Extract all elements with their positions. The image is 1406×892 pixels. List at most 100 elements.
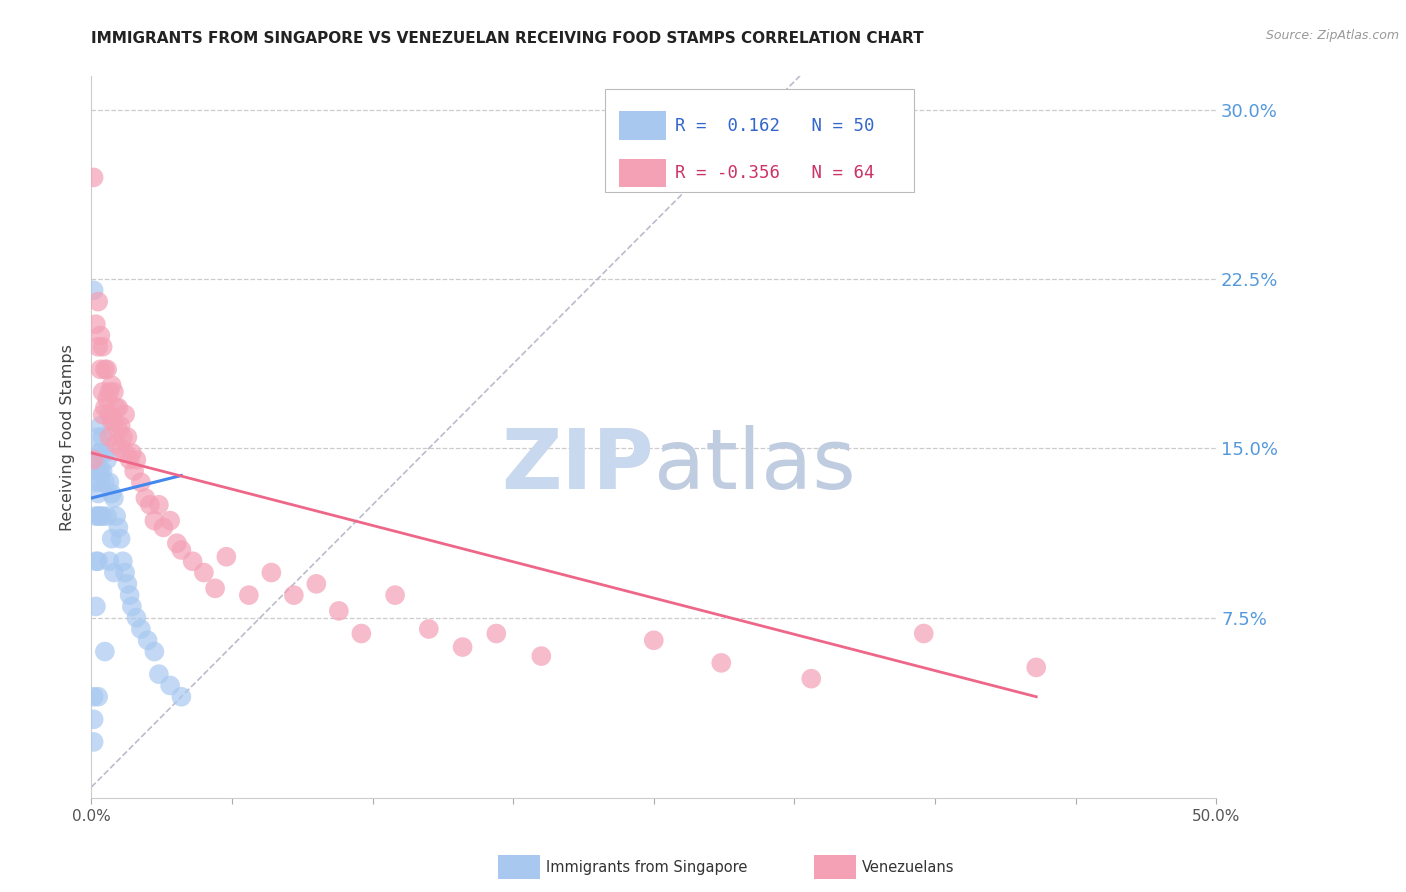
Point bbox=[238, 588, 260, 602]
Point bbox=[159, 678, 181, 692]
Point bbox=[96, 392, 118, 406]
Point bbox=[89, 509, 111, 524]
Point bbox=[87, 294, 110, 309]
Point bbox=[283, 588, 305, 602]
Point bbox=[122, 464, 145, 478]
Point bbox=[100, 378, 122, 392]
Point bbox=[152, 520, 174, 534]
Point bbox=[107, 520, 129, 534]
Point bbox=[136, 633, 159, 648]
Point bbox=[121, 446, 143, 460]
Point bbox=[83, 283, 105, 297]
Point bbox=[94, 475, 117, 490]
Point bbox=[1025, 660, 1047, 674]
Text: Venezuelans: Venezuelans bbox=[862, 860, 955, 874]
Point bbox=[98, 408, 121, 422]
Point bbox=[305, 577, 328, 591]
Point bbox=[103, 566, 125, 580]
Text: IMMIGRANTS FROM SINGAPORE VS VENEZUELAN RECEIVING FOOD STAMPS CORRELATION CHART: IMMIGRANTS FROM SINGAPORE VS VENEZUELAN … bbox=[91, 31, 924, 46]
Point bbox=[110, 442, 132, 456]
Point bbox=[83, 712, 105, 726]
Text: Immigrants from Singapore: Immigrants from Singapore bbox=[546, 860, 747, 874]
Point bbox=[451, 640, 474, 654]
Text: R = -0.356   N = 64: R = -0.356 N = 64 bbox=[675, 164, 875, 182]
Point bbox=[103, 384, 125, 399]
Text: R =  0.162   N = 50: R = 0.162 N = 50 bbox=[675, 117, 875, 135]
Text: atlas: atlas bbox=[654, 425, 855, 507]
Point bbox=[94, 446, 117, 460]
Point bbox=[117, 430, 139, 444]
Point bbox=[91, 340, 114, 354]
Point bbox=[103, 491, 125, 505]
Point bbox=[148, 667, 170, 681]
Point bbox=[84, 599, 107, 614]
Point bbox=[110, 532, 132, 546]
Point bbox=[100, 486, 122, 500]
Point bbox=[87, 446, 110, 460]
Point bbox=[94, 644, 117, 658]
Point bbox=[166, 536, 188, 550]
Point bbox=[98, 475, 121, 490]
Point bbox=[89, 362, 111, 376]
Point bbox=[83, 452, 105, 467]
Y-axis label: Receiving Food Stamps: Receiving Food Stamps bbox=[60, 343, 76, 531]
Point bbox=[260, 566, 283, 580]
Point bbox=[87, 340, 110, 354]
Point bbox=[84, 452, 107, 467]
Point bbox=[89, 328, 111, 343]
Point bbox=[485, 626, 508, 640]
Point bbox=[111, 430, 134, 444]
Point bbox=[87, 509, 110, 524]
Point bbox=[181, 554, 204, 568]
Point bbox=[143, 644, 166, 658]
Point bbox=[159, 514, 181, 528]
Point bbox=[105, 437, 128, 451]
Point bbox=[118, 588, 141, 602]
Point bbox=[107, 423, 129, 437]
Point bbox=[204, 582, 226, 596]
Point bbox=[143, 514, 166, 528]
Point bbox=[84, 317, 107, 331]
Point bbox=[710, 656, 733, 670]
Point bbox=[129, 475, 152, 490]
Point bbox=[89, 446, 111, 460]
Point bbox=[96, 452, 118, 467]
Point bbox=[96, 509, 118, 524]
Point bbox=[193, 566, 215, 580]
Point bbox=[91, 408, 114, 422]
Point bbox=[87, 690, 110, 704]
Point bbox=[111, 554, 134, 568]
Point bbox=[84, 509, 107, 524]
Point bbox=[384, 588, 406, 602]
Point bbox=[91, 384, 114, 399]
Point bbox=[89, 418, 111, 433]
Point bbox=[114, 408, 136, 422]
Point bbox=[87, 486, 110, 500]
Point bbox=[125, 610, 148, 624]
Point bbox=[121, 599, 143, 614]
Point bbox=[83, 735, 105, 749]
Point bbox=[114, 446, 136, 460]
Point bbox=[110, 418, 132, 433]
Text: ZIP: ZIP bbox=[502, 425, 654, 507]
Point bbox=[96, 362, 118, 376]
Point bbox=[418, 622, 440, 636]
Point bbox=[118, 452, 141, 467]
Point bbox=[100, 532, 122, 546]
Point bbox=[91, 430, 114, 444]
Point bbox=[105, 509, 128, 524]
Point bbox=[87, 430, 110, 444]
Point bbox=[170, 543, 193, 558]
Point bbox=[114, 566, 136, 580]
Point bbox=[912, 626, 935, 640]
Point bbox=[91, 464, 114, 478]
Point bbox=[134, 491, 156, 505]
Point bbox=[83, 690, 105, 704]
Point bbox=[125, 452, 148, 467]
Point bbox=[84, 554, 107, 568]
Point bbox=[89, 464, 111, 478]
Point bbox=[91, 509, 114, 524]
Point bbox=[800, 672, 823, 686]
Point bbox=[98, 384, 121, 399]
Point bbox=[117, 577, 139, 591]
